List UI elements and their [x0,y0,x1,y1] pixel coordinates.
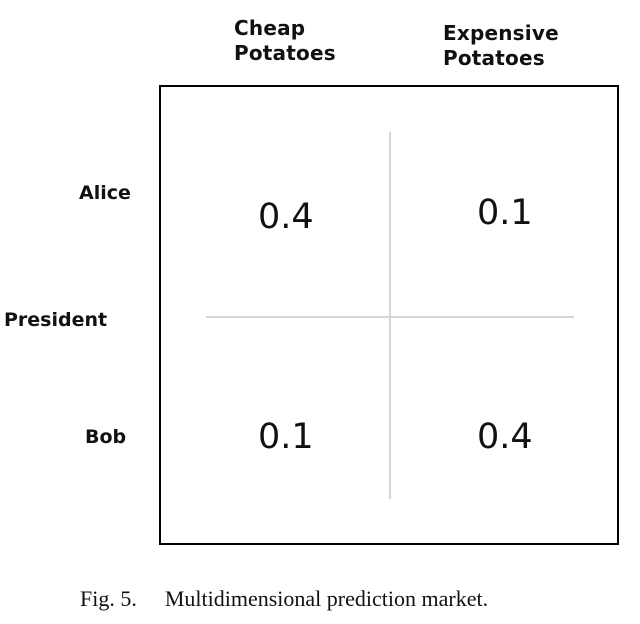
matrix-horizontal-divider [206,316,574,318]
figure-caption-text: Multidimensional prediction market. [164,586,489,611]
column-header-line-1: Cheap [234,16,306,40]
cell-bob-expensive-potatoes: 0.4 [477,417,533,457]
axis-label-president: President [4,309,108,331]
column-header-line-1: Expensive [443,21,559,45]
column-header-expensive-potatoes: Expensive Potatoes [443,21,559,71]
figure-caption: Fig. 5. Multidimensional prediction marke… [80,586,488,612]
cell-bob-cheap-potatoes: 0.1 [258,417,314,457]
column-header-line-2: Potatoes [234,41,336,65]
matrix-vertical-divider [389,132,391,499]
row-label-alice: Alice [79,182,131,204]
column-header-cheap-potatoes: Cheap Potatoes [234,16,336,66]
probability-matrix-frame [159,85,619,545]
cell-alice-cheap-potatoes: 0.4 [258,197,314,237]
row-label-bob: Bob [85,426,127,448]
column-header-line-2: Potatoes [443,46,545,70]
cell-alice-expensive-potatoes: 0.1 [477,193,533,233]
figure-caption-label: Fig. 5. [80,586,137,611]
